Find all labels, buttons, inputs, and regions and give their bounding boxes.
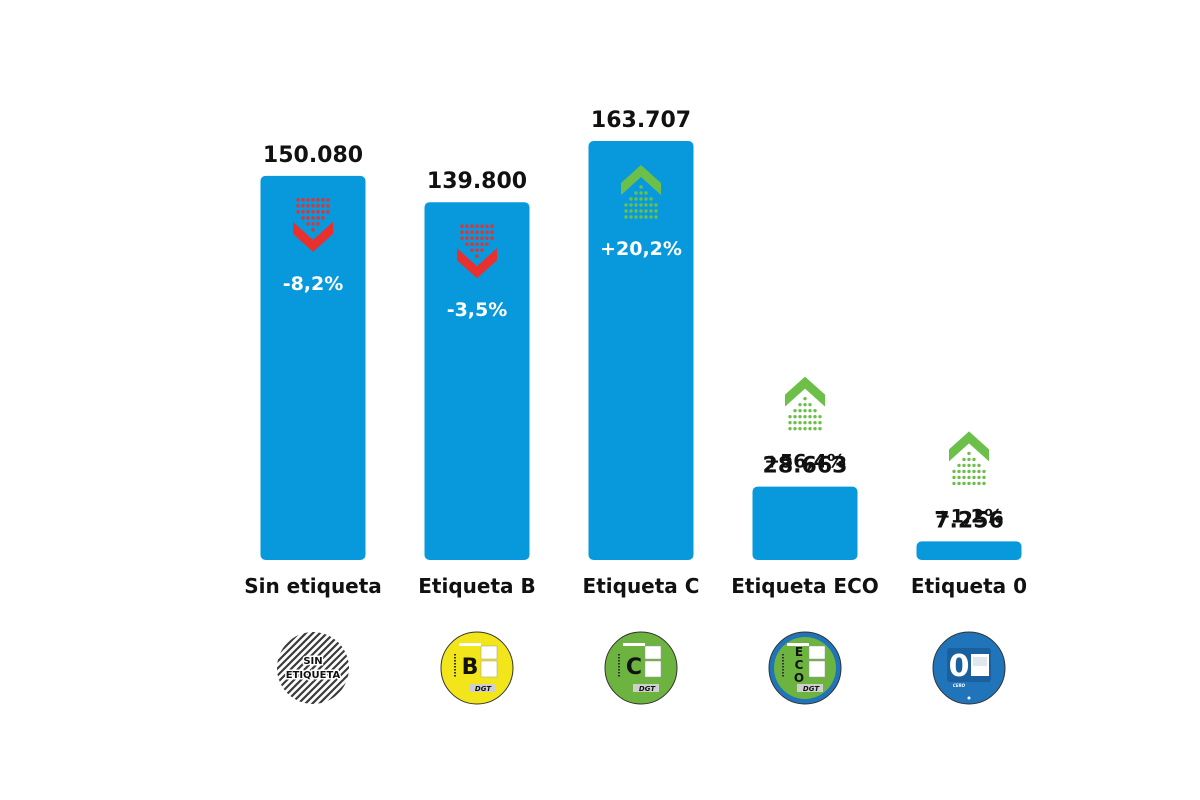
badge-text-sin: SIN	[303, 656, 322, 667]
badge-letter-o: O	[794, 671, 804, 685]
bar-etiqueta-0	[916, 541, 1022, 560]
category-label-sin-etiqueta: Sin etiqueta	[244, 574, 382, 598]
trend-arrow-down-sin-etiqueta	[293, 198, 333, 252]
trend-arrow-down-etiqueta-b	[457, 224, 497, 279]
change-label-sin-etiqueta: -8,2%	[283, 273, 344, 295]
trend-arrow-up-etiqueta-eco	[785, 376, 825, 431]
value-label-etiqueta-b: 139.800	[427, 169, 527, 194]
badge-etiqueta-c: C DGT	[604, 631, 678, 705]
badge-letter-e: E	[795, 645, 803, 659]
change-label-etiqueta-c: +20,2%	[600, 238, 682, 260]
category-label-etiqueta-0: Etiqueta 0	[911, 574, 1027, 598]
bar-sin-etiqueta	[260, 175, 366, 561]
category-label-etiqueta-eco: Etiqueta ECO	[731, 574, 879, 598]
bars-layer	[260, 141, 1022, 561]
badge-dgt-logo: DGT	[475, 685, 492, 693]
bar-etiqueta-b	[424, 202, 530, 560]
badge-text-cero: CERO	[953, 683, 966, 688]
bar-etiqueta-eco	[752, 486, 858, 560]
trend-arrow-up-etiqueta-c	[621, 165, 661, 219]
badge-letter-b: B	[462, 655, 479, 680]
arrows-layer	[293, 165, 989, 486]
badge-letter-0: 0	[949, 649, 970, 684]
value-label-etiqueta-c: 163.707	[591, 108, 691, 133]
change-label-etiqueta-0: +1,2%	[935, 505, 1004, 527]
badge-etiqueta-b: B DGT	[440, 631, 514, 705]
badge-sin-etiqueta: SIN ETIQUETA	[277, 632, 349, 704]
bar-etiqueta-c	[588, 141, 694, 560]
change-label-etiqueta-eco: +56,4%	[764, 451, 846, 473]
badge-dgt-logo: DGT	[639, 685, 656, 693]
category-label-etiqueta-c: Etiqueta C	[583, 574, 700, 598]
badge-letter-c: C	[795, 658, 804, 672]
badge-text-etiqueta: ETIQUETA	[286, 670, 341, 681]
value-label-sin-etiqueta: 150.080	[263, 143, 363, 168]
category-label-etiqueta-b: Etiqueta B	[418, 574, 535, 598]
badge-letter-c: C	[626, 655, 642, 680]
value-label-etiqueta-0: 7.256	[934, 508, 1004, 533]
trend-arrow-up-etiqueta-0	[949, 431, 989, 486]
badge-dgt-logo: DGT	[803, 685, 820, 693]
labels-layer: 150.080 -8,2% Sin etiqueta 139.800 -3,5% Etiq…	[244, 108, 1027, 598]
value-label-etiqueta-eco: 28.663	[763, 454, 848, 479]
change-label-etiqueta-b: -3,5%	[447, 299, 508, 321]
